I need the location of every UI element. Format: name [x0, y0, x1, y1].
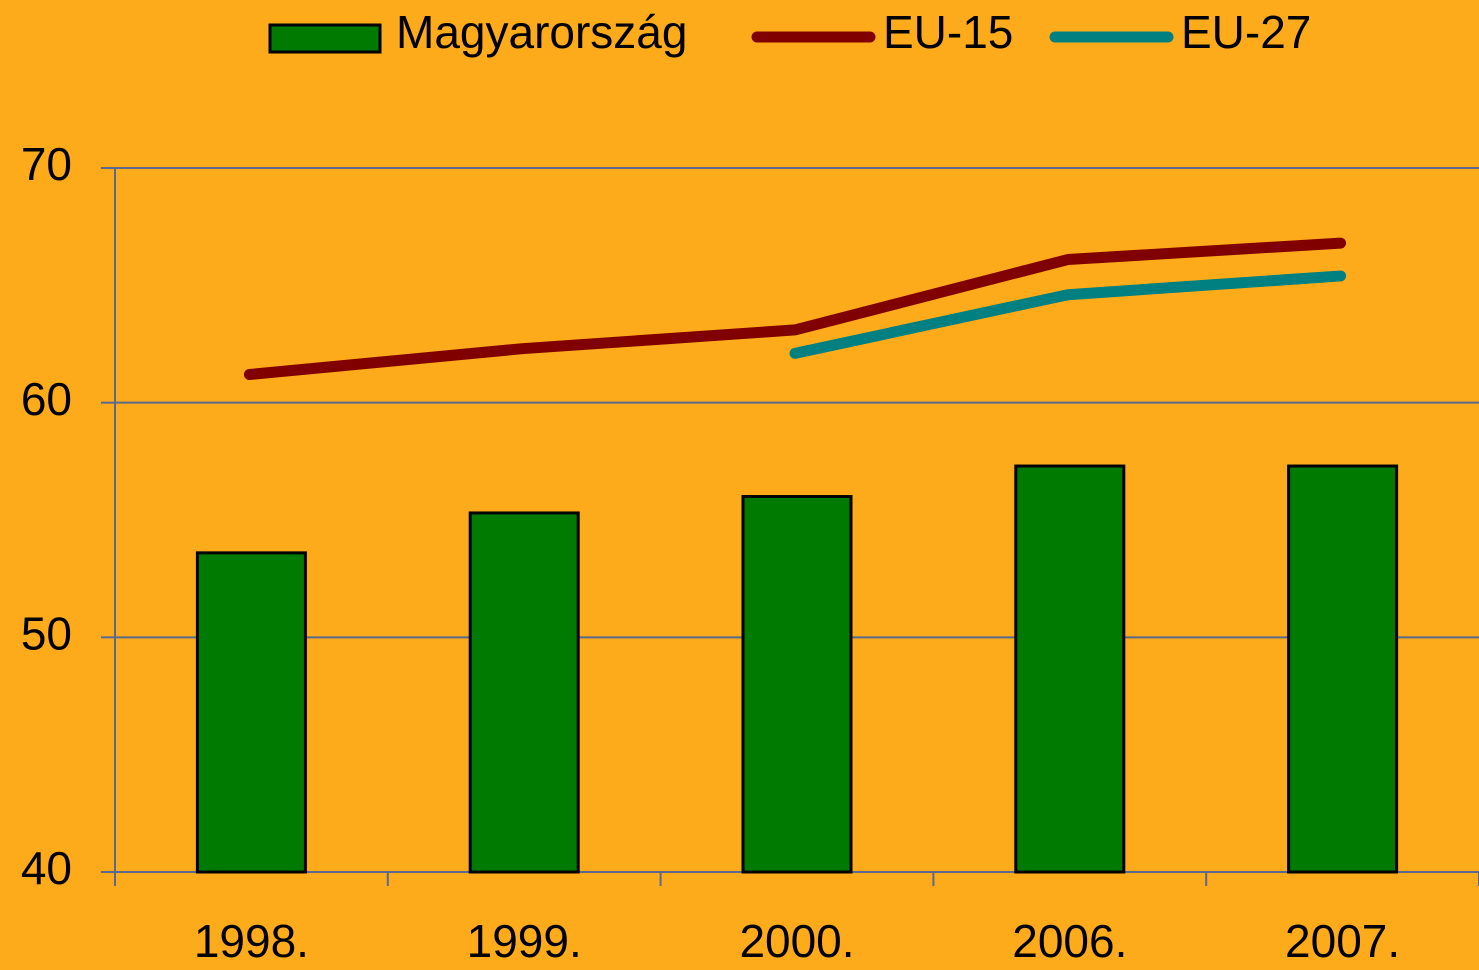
- legend-swatch: [268, 23, 382, 54]
- y-tick-label: 40: [21, 842, 72, 894]
- bar: [195, 551, 307, 874]
- line: [789, 270, 1347, 359]
- legend-label: EU-27: [1181, 6, 1311, 58]
- x-tick-label: 2007.: [1285, 915, 1400, 967]
- y-tick-label: 60: [21, 373, 72, 425]
- bar: [741, 495, 853, 874]
- x-tick-label: 2006.: [1012, 915, 1127, 967]
- line: [243, 237, 1347, 381]
- y-tick-label: 70: [21, 138, 72, 190]
- bar: [1287, 464, 1399, 874]
- legend-label: Magyarország: [396, 6, 687, 58]
- bar: [1014, 464, 1126, 874]
- bar: [468, 511, 580, 874]
- x-tick-label: 1999.: [467, 915, 582, 967]
- x-tick-label: 1998.: [194, 915, 309, 967]
- legend-label: EU-15: [883, 6, 1013, 58]
- y-tick-label: 50: [21, 607, 72, 659]
- x-tick-label: 2000.: [739, 915, 854, 967]
